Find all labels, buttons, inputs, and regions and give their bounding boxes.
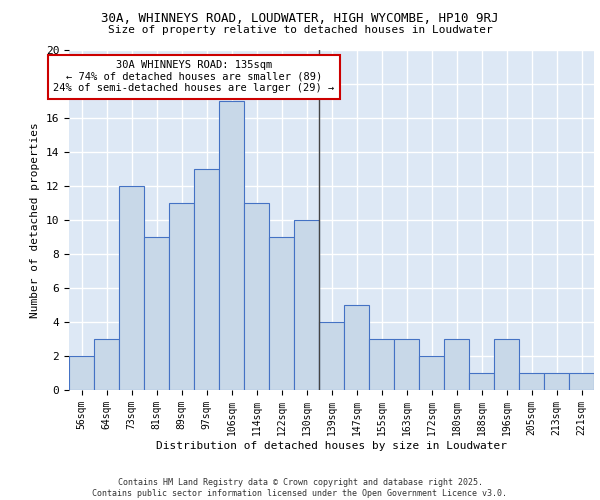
Bar (94, 339, 119, 390)
Text: Contains HM Land Registry data © Crown copyright and database right 2025.
Contai: Contains HM Land Registry data © Crown c… (92, 478, 508, 498)
X-axis label: Distribution of detached houses by size in Loudwater: Distribution of detached houses by size … (156, 440, 507, 450)
Bar (519, 373, 544, 390)
Bar (494, 339, 519, 390)
Bar (369, 339, 394, 390)
Bar (544, 373, 569, 390)
Text: Size of property relative to detached houses in Loudwater: Size of property relative to detached ho… (107, 25, 493, 35)
Bar (469, 373, 494, 390)
Bar (244, 203, 269, 390)
Text: 30A, WHINNEYS ROAD, LOUDWATER, HIGH WYCOMBE, HP10 9RJ: 30A, WHINNEYS ROAD, LOUDWATER, HIGH WYCO… (101, 12, 499, 26)
Bar (119, 186, 144, 390)
Bar (169, 203, 194, 390)
Bar (69, 356, 94, 390)
Bar (394, 339, 419, 390)
Bar (144, 237, 169, 390)
Bar (294, 220, 319, 390)
Bar (269, 237, 294, 390)
Bar (219, 101, 244, 390)
Bar (319, 322, 344, 390)
Bar (419, 356, 444, 390)
Text: 30A WHINNEYS ROAD: 135sqm
← 74% of detached houses are smaller (89)
24% of semi-: 30A WHINNEYS ROAD: 135sqm ← 74% of detac… (53, 60, 335, 94)
Bar (569, 373, 594, 390)
Y-axis label: Number of detached properties: Number of detached properties (30, 122, 40, 318)
Bar (194, 169, 219, 390)
Bar (344, 305, 369, 390)
Bar (444, 339, 469, 390)
